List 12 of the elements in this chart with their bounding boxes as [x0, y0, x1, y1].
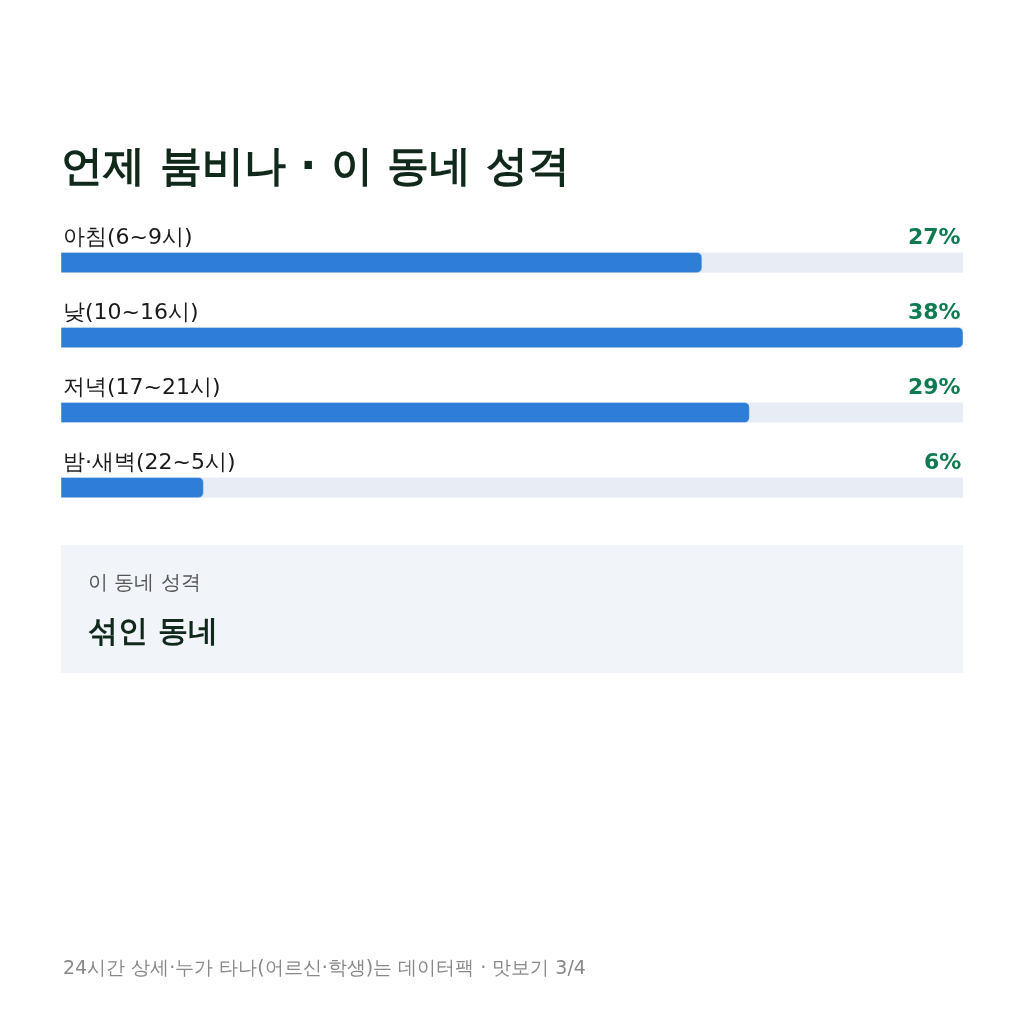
data-label: 27% — [908, 224, 961, 249]
y-tick-label: 저녁(17~21시) — [63, 374, 221, 399]
y-tick-label: 밤·새벽(22~5시) — [63, 449, 236, 474]
data-label: 6% — [924, 449, 962, 474]
data-label: 38% — [908, 299, 961, 324]
text: 24시간 상세·누가 타나(어르신·학생)는 데이터팩 · 맛보기 3/4 — [63, 956, 586, 978]
y-tick-label: 낮(10~16시) — [63, 299, 199, 324]
y-tick-label: 아침(6~9시) — [63, 224, 193, 249]
text: 이 동네 성격 — [88, 570, 201, 594]
chart-title: 언제 붐비나 · 이 동네 성격 — [61, 140, 571, 190]
text: 섞인 동네 — [88, 613, 219, 648]
data-label: 29% — [908, 374, 961, 399]
